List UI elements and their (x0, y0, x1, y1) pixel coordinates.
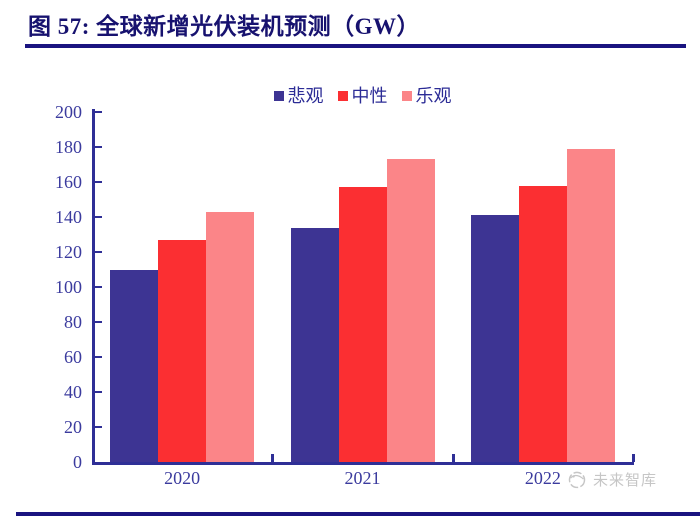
y-tick-label: 60 (64, 347, 82, 367)
x-axis-line (92, 462, 634, 465)
y-tick-label: 40 (64, 382, 82, 402)
title-rule (25, 44, 686, 48)
y-tick-label: 100 (55, 277, 82, 297)
bar-2021-neutral (338, 187, 387, 462)
legend-label-pessimistic: 悲观 (287, 86, 324, 106)
bar-2022-pessimistic (470, 215, 519, 462)
x-tick (271, 454, 275, 462)
y-tick (95, 391, 102, 393)
bar-2022-neutral (518, 185, 567, 462)
legend-swatch-neutral (337, 91, 348, 101)
y-tick-label: 20 (64, 417, 82, 437)
y-tick (95, 111, 102, 113)
figure-title: 图 57: 全球新增光伏装机预测（GW） (28, 14, 421, 39)
y-tick (95, 146, 102, 148)
watermark: 未来智库 (566, 468, 657, 490)
bar-2020-neutral (158, 239, 207, 462)
legend-swatch-optimistic (401, 91, 412, 101)
bar-2020-pessimistic (110, 269, 159, 462)
y-tick-label: 180 (55, 137, 82, 157)
bar-2022-optimistic (566, 148, 615, 462)
y-tick (95, 216, 102, 218)
y-tick (95, 251, 102, 253)
chart-legend: 悲观 中性 乐观 (92, 86, 633, 106)
globe-sketch-icon (568, 471, 586, 489)
y-tick (95, 356, 102, 358)
legend-item-neutral: 中性 (337, 86, 388, 106)
watermark-label: 未来智库 (593, 472, 658, 489)
y-tick-label: 200 (55, 102, 82, 122)
legend-item-optimistic: 乐观 (401, 86, 452, 106)
y-tick-label: 80 (64, 312, 82, 332)
y-tick-label: 140 (55, 207, 82, 227)
y-tick-label: 0 (73, 452, 82, 472)
y-tick (95, 181, 102, 183)
x-tick-label: 2021 (344, 468, 381, 488)
y-tick (95, 426, 102, 428)
legend-label-neutral: 中性 (351, 86, 388, 106)
x-tick-label: 2022 (524, 468, 561, 488)
bar-2021-pessimistic (290, 227, 339, 462)
y-axis-line (92, 109, 95, 465)
bar-2020-optimistic (206, 211, 255, 462)
x-tick-label: 2020 (164, 468, 201, 488)
y-tick-label: 120 (55, 242, 82, 262)
y-tick (95, 286, 102, 288)
y-tick-label: 160 (55, 172, 82, 192)
legend-swatch-pessimistic (273, 91, 284, 101)
y-tick (95, 321, 102, 323)
bottom-rule (16, 512, 700, 516)
bar-2021-optimistic (386, 159, 435, 462)
legend-label-optimistic: 乐观 (415, 86, 452, 106)
x-tick (632, 454, 635, 462)
x-tick (451, 454, 455, 462)
legend-item-pessimistic: 悲观 (273, 86, 324, 106)
